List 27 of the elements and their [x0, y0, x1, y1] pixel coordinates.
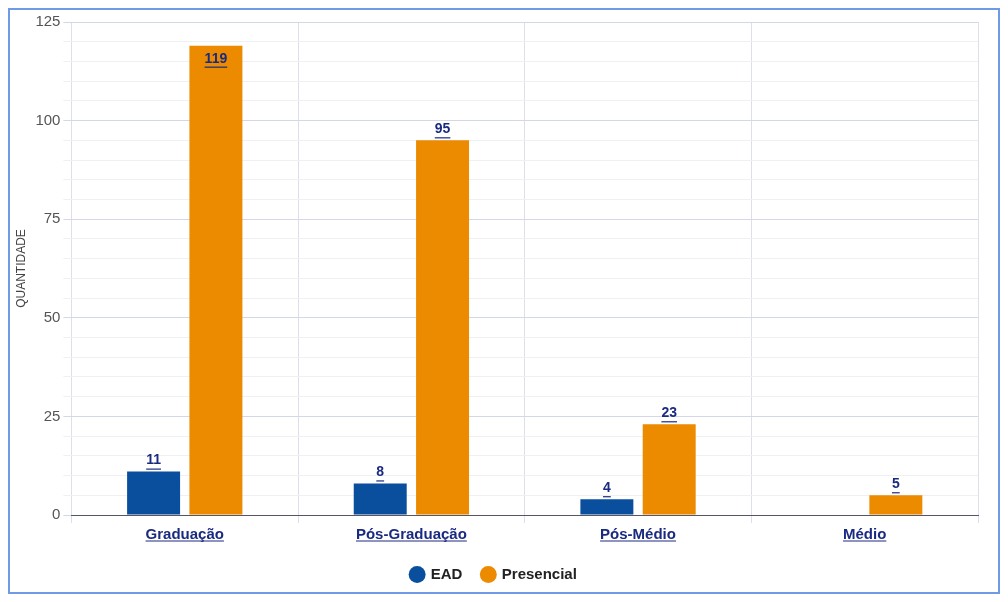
- y-tick-label: 100: [35, 110, 61, 128]
- data-label: 119: [204, 49, 228, 66]
- y-tick-label: 0: [52, 505, 61, 523]
- x-tick-label: Pós-Graduação: [355, 525, 467, 543]
- bar: [353, 483, 407, 515]
- bar: [189, 45, 243, 515]
- y-axis-title: QUANTIDADE: [13, 229, 28, 308]
- bar: [127, 471, 181, 515]
- bar: [869, 495, 923, 515]
- y-tick-label: 125: [35, 12, 61, 30]
- y-tick-label: 50: [43, 307, 61, 325]
- data-label: 11: [146, 451, 162, 468]
- bar: [580, 499, 634, 515]
- legend-label: EAD: [430, 564, 463, 582]
- data-label: 4: [602, 479, 611, 496]
- data-label: 8: [376, 463, 385, 480]
- legend-label: Presencial: [501, 564, 577, 582]
- x-tick-label: Médio: [843, 525, 887, 543]
- x-tick-label: Graduação: [145, 525, 224, 543]
- bar: [642, 424, 696, 515]
- data-label: 95: [434, 120, 451, 137]
- data-label: 23: [661, 404, 678, 421]
- x-tick-label: Pós-Médio: [600, 525, 676, 543]
- bar: [416, 140, 470, 515]
- data-label: 5: [891, 475, 900, 492]
- y-tick-label: 25: [43, 406, 61, 424]
- y-tick-label: 75: [43, 209, 61, 227]
